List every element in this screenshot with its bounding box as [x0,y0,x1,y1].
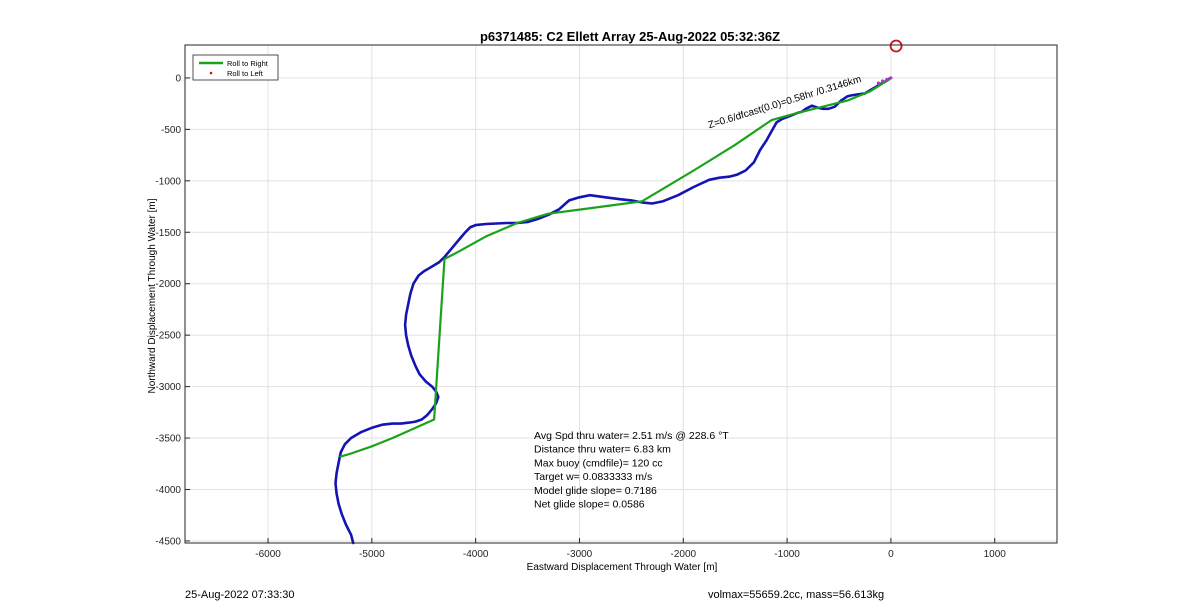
footer-timestamp: 25-Aug-2022 07:33:30 [185,589,295,601]
x-tick-label: -4000 [463,549,489,560]
x-tick-label: -3000 [567,549,593,560]
y-tick-label: -2500 [155,331,181,342]
annotation-line: Max buoy (cmdfile)= 120 cc [534,457,663,469]
y-tick-label: -4000 [155,485,181,496]
legend-label: Roll to Left [227,69,264,78]
y-tick-label: -500 [161,125,181,136]
annotation-line: Target w= 0.0833333 m/s [534,471,652,483]
axes-box [184,44,1058,544]
chart-title: p6371485: C2 Ellett Array 25-Aug-2022 05… [480,29,780,44]
y-tick-label: -1000 [155,176,181,187]
annotation-line: Model glide slope= 0.7186 [534,485,657,497]
x-axis-label: Eastward Displacement Through Water [m] [527,562,718,573]
roll-to-left-point [876,81,881,85]
position-marker [889,39,903,53]
grid-lines [185,45,1057,543]
y-tick-label: 0 [175,73,181,84]
x-tick-label: 0 [888,549,894,560]
roll-to-left-point [885,77,889,82]
y-tick-label: -3000 [155,382,181,393]
y-tick-label: -2000 [155,279,181,290]
tick-labels: -6000 -5000 -4000 -3000 -2000 -1000 0 1000 0 -500… [155,73,1006,560]
roll-to-right-line [339,77,892,458]
legend-box [192,54,279,81]
y-axis-label: Northward Displacement Through Water [m] [147,198,158,393]
y-tick-label: -3500 [155,434,181,445]
x-tick-label: -5000 [359,549,385,560]
axes-frame [184,44,1058,544]
footer-stats: volmax=55659.2cc, mass=56.613kg [708,589,885,601]
legend-label: Roll to Right [227,59,269,68]
x-tick-label: 1000 [984,549,1007,560]
x-tick-label: -6000 [255,549,281,560]
annotation-line: Avg Spd thru water= 2.51 m/s @ 228.6 °T [534,430,729,442]
x-tick-label: -1000 [774,549,800,560]
y-tick-label: -1500 [155,228,181,239]
series-layer [334,39,903,545]
roll-to-left-point [881,79,885,83]
annotation-line: Distance thru water= 6.83 km [534,444,671,456]
annotation-line: Net glide slope= 0.0586 [534,499,645,511]
roll-to-left-point [889,76,893,80]
x-tick-label: -2000 [670,549,696,560]
y-tick-label: -4500 [155,536,181,547]
legend-swatch-dot [209,71,213,75]
